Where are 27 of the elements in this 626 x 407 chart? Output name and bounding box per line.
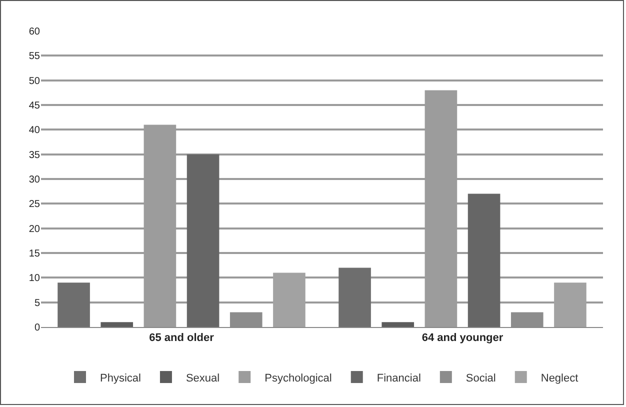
y-tick-label: 35 — [28, 150, 40, 161]
y-tick-label: 50 — [28, 76, 40, 87]
x-tick-label: 64 and younger — [422, 332, 504, 344]
legend-label: Financial — [376, 372, 421, 384]
y-tick-label: 0 — [34, 322, 40, 334]
y-tick-label: 15 — [28, 248, 40, 260]
legend-label: Physical — [100, 372, 141, 384]
y-tick-label: 10 — [28, 273, 40, 284]
bar — [468, 194, 500, 327]
x-tick-label: 65 and older — [149, 332, 215, 344]
bar — [58, 282, 90, 327]
legend-label: Sexual — [186, 372, 220, 384]
legend-label: Neglect — [540, 372, 578, 384]
y-tick-label: 25 — [28, 199, 40, 210]
y-tick-label: 55 — [28, 51, 40, 62]
bar — [338, 268, 371, 327]
y-tick-label: 5 — [34, 298, 40, 309]
y-tick-label: 60 — [28, 26, 40, 38]
y-tick-label: 20 — [28, 224, 40, 235]
y-tick-label: 30 — [28, 174, 40, 186]
y-tick-label: 40 — [28, 125, 40, 136]
bar — [100, 322, 134, 327]
legend-label: Psychological — [264, 372, 332, 384]
bar — [186, 154, 220, 327]
bar — [382, 322, 414, 327]
legend-label: Social — [466, 372, 496, 384]
y-tick-label: 45 — [28, 100, 40, 112]
